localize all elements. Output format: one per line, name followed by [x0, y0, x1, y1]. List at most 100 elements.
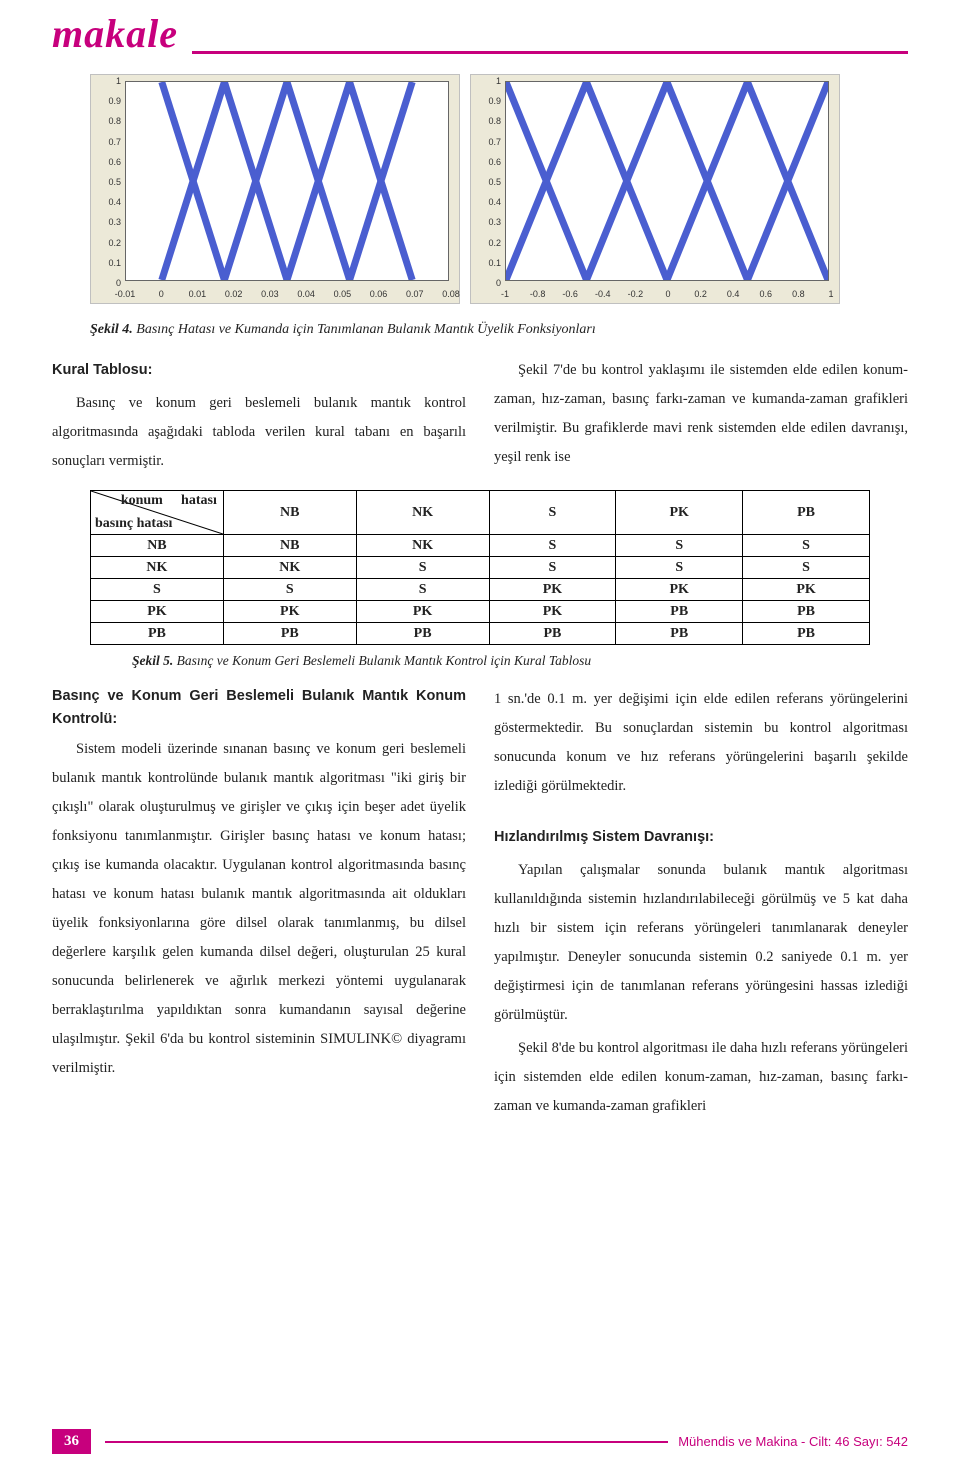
rule-cell: NK [356, 535, 489, 557]
rule-cell: S [356, 579, 489, 601]
rule-cell: S [616, 557, 743, 579]
rule-cell: PB [223, 623, 356, 645]
x-tick: 0.07 [406, 289, 424, 299]
page-number-badge: 36 [52, 1429, 91, 1454]
rule-cell: NK [223, 557, 356, 579]
diag-top-label: konum [121, 493, 163, 509]
y-tick: 0.4 [475, 197, 501, 207]
y-tick: 0.2 [475, 238, 501, 248]
rule-cell: PK [356, 601, 489, 623]
page-footer: 36 Mühendis ve Makina - Cilt: 46 Sayı: 5… [0, 1429, 960, 1454]
rule-cell: PB [356, 623, 489, 645]
rule-cell: PB [743, 623, 870, 645]
rule-cell: S [356, 557, 489, 579]
figure-5-caption: Şekil 5. Basınç ve Konum Geri Beslemeli … [132, 653, 908, 669]
x-tick: 0.04 [297, 289, 315, 299]
y-tick: 0 [95, 278, 121, 288]
chart-left-panel: 10.90.80.70.60.50.40.30.20.10-0.0100.010… [90, 74, 460, 304]
figure-4-label: Şekil 4. [90, 322, 133, 337]
rule-table: konumhatasıbasınç hatasıNBNKSPKPBNBNBNKS… [90, 490, 870, 645]
rule-cell: PK [489, 601, 616, 623]
rule-cell: PK [223, 601, 356, 623]
y-tick: 0.3 [95, 217, 121, 227]
col-header: NK [356, 491, 489, 535]
header-rule [192, 51, 908, 54]
right-p3: Şekil 8'de bu kontrol algoritması ile da… [494, 1034, 908, 1121]
chart-plot-area [505, 81, 829, 281]
chart-plot-area [125, 81, 449, 281]
y-tick: 0.1 [475, 258, 501, 268]
x-tick: 0.2 [694, 289, 707, 299]
x-tick: -0.6 [562, 289, 578, 299]
x-tick: 0.06 [370, 289, 388, 299]
x-tick: -0.4 [595, 289, 611, 299]
intro-left: Kural Tablosu: Basınç ve konum geri besl… [52, 356, 466, 480]
footer-text: Mühendis ve Makina - Cilt: 46 Sayı: 542 [678, 1434, 908, 1449]
x-tick: -0.2 [628, 289, 644, 299]
y-tick: 0 [475, 278, 501, 288]
figure-5-label: Şekil 5. [132, 653, 173, 668]
right-subhead: Hızlandırılmış Sistem Davranışı: [494, 823, 908, 852]
x-tick: 0.4 [727, 289, 740, 299]
x-tick: 0 [159, 289, 164, 299]
rule-cell: S [489, 535, 616, 557]
x-tick: -0.01 [115, 289, 136, 299]
x-tick: -1 [501, 289, 509, 299]
x-tick: 0.08 [442, 289, 460, 299]
right-p1: 1 sn.'de 0.1 m. yer değişimi için elde e… [494, 685, 908, 801]
x-tick: 0.03 [261, 289, 279, 299]
rule-cell: PK [616, 579, 743, 601]
intro-row: Kural Tablosu: Basınç ve konum geri besl… [52, 356, 908, 480]
y-tick: 1 [95, 76, 121, 86]
row-header: S [91, 579, 224, 601]
right-p2: Yapılan çalışmalar sonunda bulanık mantı… [494, 856, 908, 1030]
y-tick: 0.3 [475, 217, 501, 227]
y-tick: 0.8 [475, 116, 501, 126]
rule-cell: S [616, 535, 743, 557]
col-header: S [489, 491, 616, 535]
intro-right: Şekil 7'de bu kontrol yaklaşımı ile sist… [494, 356, 908, 480]
page-header: makale [52, 0, 908, 54]
y-tick: 0.2 [95, 238, 121, 248]
y-tick: 1 [475, 76, 501, 86]
col-header: PB [743, 491, 870, 535]
x-tick: -0.8 [530, 289, 546, 299]
x-tick: 0.6 [760, 289, 773, 299]
diag-bottom-label: basınç hatası [95, 516, 172, 532]
y-tick: 0.7 [475, 137, 501, 147]
kural-heading: Kural Tablosu: [52, 356, 466, 385]
rule-cell: PB [616, 601, 743, 623]
y-tick: 0.9 [475, 96, 501, 106]
body-left-col: Basınç ve Konum Geri Beslemeli Bulanık M… [52, 685, 466, 1125]
col-header: NB [223, 491, 356, 535]
left-subhead: Basınç ve Konum Geri Beslemeli Bulanık M… [52, 685, 466, 731]
y-tick: 0.9 [95, 96, 121, 106]
body-right-col: 1 sn.'de 0.1 m. yer değişimi için elde e… [494, 685, 908, 1125]
y-tick: 0.1 [95, 258, 121, 268]
body-columns: Basınç ve Konum Geri Beslemeli Bulanık M… [52, 685, 908, 1125]
x-tick: 0.8 [792, 289, 805, 299]
rule-cell: PB [743, 601, 870, 623]
y-tick: 0.6 [475, 157, 501, 167]
y-tick: 0.8 [95, 116, 121, 126]
rule-table-wrap: konumhatasıbasınç hatasıNBNKSPKPBNBNBNKS… [90, 490, 870, 645]
rule-cell: S [743, 535, 870, 557]
rule-cell: PK [743, 579, 870, 601]
rule-cell: S [743, 557, 870, 579]
x-tick: 0.01 [189, 289, 207, 299]
rule-cell: S [223, 579, 356, 601]
rule-cell: PB [616, 623, 743, 645]
x-tick: 0 [665, 289, 670, 299]
intro-right-para: Şekil 7'de bu kontrol yaklaşımı ile sist… [494, 356, 908, 472]
diag-top-label2: hatası [181, 493, 217, 509]
y-tick: 0.6 [95, 157, 121, 167]
header-title: makale [52, 11, 178, 56]
x-tick: 0.02 [225, 289, 243, 299]
y-tick: 0.7 [95, 137, 121, 147]
x-tick: 1 [828, 289, 833, 299]
figure-5-text: Basınç ve Konum Geri Beslemeli Bulanık M… [177, 653, 591, 668]
rule-cell: PK [489, 579, 616, 601]
charts-row: 10.90.80.70.60.50.40.30.20.10-0.0100.010… [90, 74, 908, 304]
col-header: PK [616, 491, 743, 535]
figure-4-caption: Şekil 4. Basınç Hatası ve Kumanda için T… [90, 322, 908, 338]
